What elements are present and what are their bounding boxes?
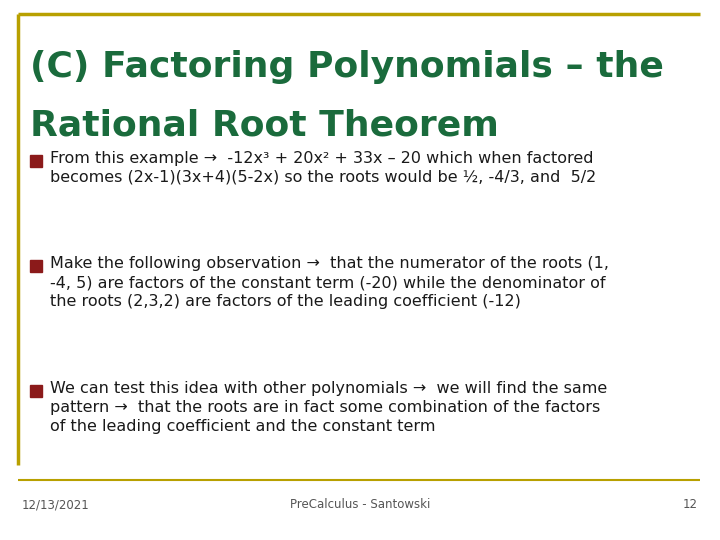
Bar — [30, 260, 42, 272]
Text: 12/13/2021: 12/13/2021 — [22, 498, 90, 511]
Text: pattern →  that the roots are in fact some combination of the factors: pattern → that the roots are in fact som… — [50, 400, 600, 415]
Text: 12: 12 — [683, 498, 698, 511]
Text: From this example →  -12x³ + 20x² + 33x – 20 which when factored: From this example → -12x³ + 20x² + 33x –… — [50, 151, 593, 166]
Text: -4, 5) are factors of the constant term (-20) while the denominator of: -4, 5) are factors of the constant term … — [50, 275, 606, 290]
Text: We can test this idea with other polynomials →  we will find the same: We can test this idea with other polynom… — [50, 381, 607, 396]
Text: (C) Factoring Polynomials – the: (C) Factoring Polynomials – the — [30, 50, 664, 84]
Text: of the leading coefficient and the constant term: of the leading coefficient and the const… — [50, 419, 436, 434]
Bar — [30, 155, 42, 167]
Bar — [30, 385, 42, 397]
Text: becomes (2x-1)(3x+4)(5-2x) so the roots would be ½, -4/3, and  5/2: becomes (2x-1)(3x+4)(5-2x) so the roots … — [50, 170, 596, 185]
Text: Make the following observation →  that the numerator of the roots (1,: Make the following observation → that th… — [50, 256, 609, 271]
Text: Rational Root Theorem: Rational Root Theorem — [30, 108, 499, 142]
Text: PreCalculus - Santowski: PreCalculus - Santowski — [290, 498, 430, 511]
Text: the roots (2,3,2) are factors of the leading coefficient (-12): the roots (2,3,2) are factors of the lea… — [50, 294, 521, 309]
